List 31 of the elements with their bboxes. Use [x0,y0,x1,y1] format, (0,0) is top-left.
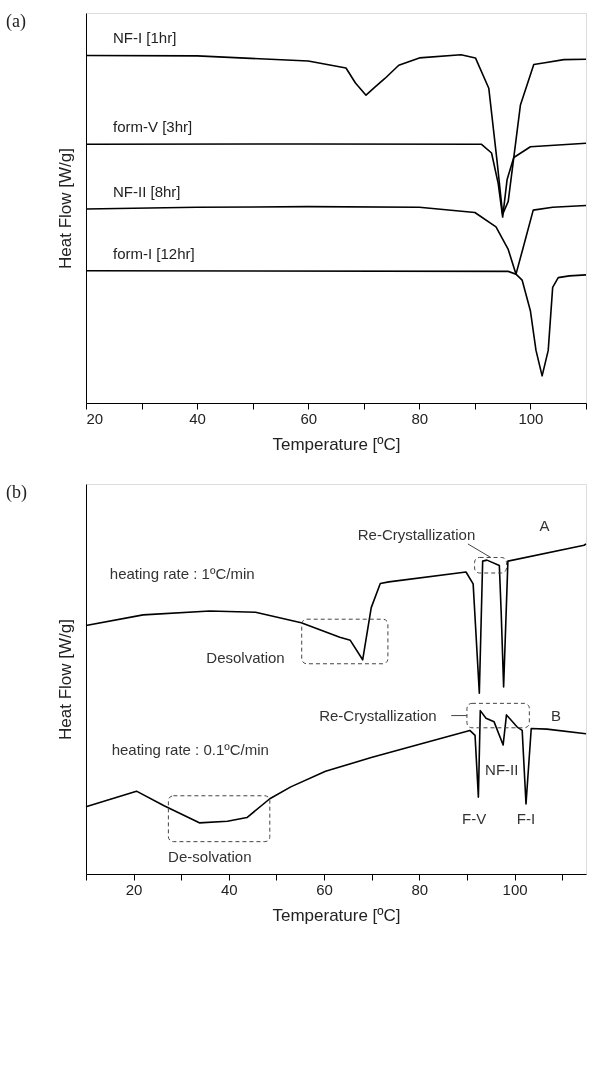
series-label: form-V [3hr] [113,118,193,136]
x-axis-title: Temperature [ºC] [272,434,401,454]
text: A [539,516,550,534]
x-tick-label: 100 [518,409,544,427]
annotation: F-I [516,809,536,827]
x-tick-label: 20 [125,880,143,898]
annotation: B [550,706,562,724]
x-tick-label: 80 [411,409,429,427]
annotation: F-V [462,809,487,827]
x-tick-label: 40 [221,880,238,898]
x-tick-label: 40 [189,409,206,427]
y-axis-title: Heat Flow [W/g] [55,148,75,269]
x-axis-title: Temperature [ºC] [272,905,401,925]
annotation: De-solvation [168,847,252,865]
series-label: NF-II [8hr] [113,183,181,201]
annotation: Re-Crystallization [319,706,437,724]
text: Re-Crystallization [357,526,476,544]
x-tick-label: 60 [316,880,333,898]
chart-title: (a) [6,11,26,32]
x-tick-label: 20 [86,409,104,427]
annotation: heating rate : 1ºC/min [109,564,255,582]
annotation: Desolvation [206,649,285,667]
series-label: form-I [12hr] [113,244,195,262]
x-tick-label: 60 [300,409,318,427]
x-tick-label: 80 [411,880,429,898]
x-tick-label: 100 [502,880,528,898]
annotation: NF-II [485,760,519,778]
chart-title: (b) [6,482,27,503]
series-label: NF-I [1hr] [113,29,177,47]
y-axis-title: Heat Flow [W/g] [55,619,75,740]
annotation: heating rate : 0.1ºC/min [111,741,269,759]
